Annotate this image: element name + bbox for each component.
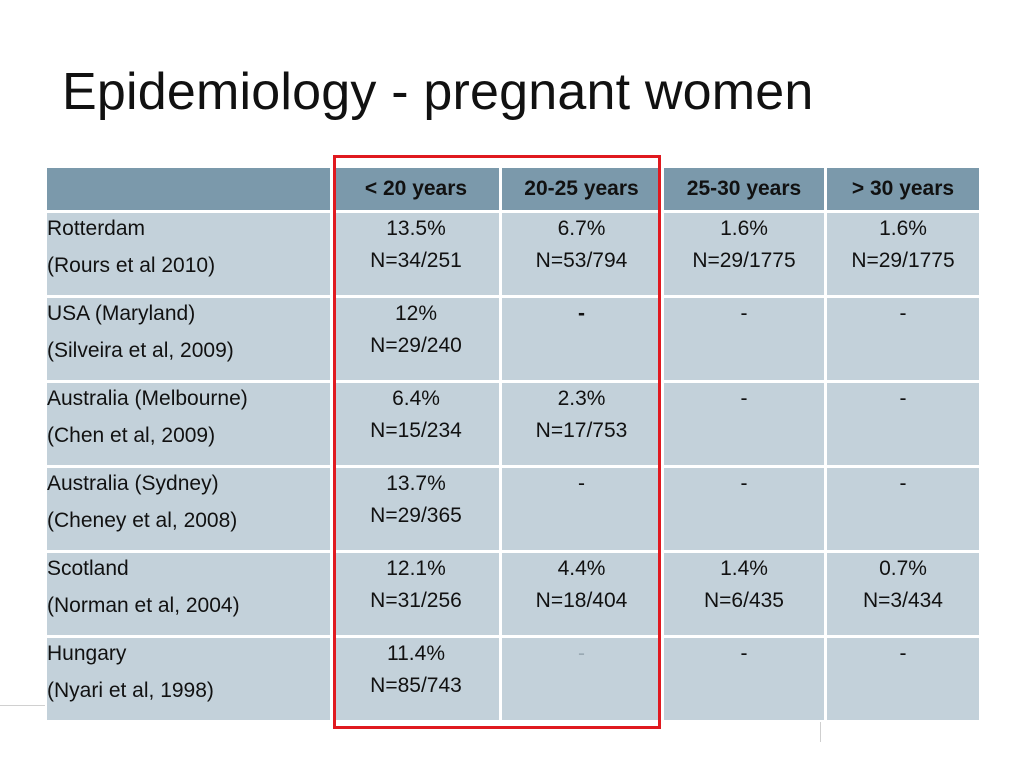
location-name: Australia (Sydney) bbox=[47, 472, 219, 495]
value-pct: - bbox=[899, 472, 907, 495]
location-name: Rotterdam bbox=[47, 217, 146, 240]
value-pct: - bbox=[740, 472, 748, 495]
value-n: N=31/256 bbox=[370, 589, 462, 612]
header-cell-over-30: > 30 years bbox=[827, 168, 979, 210]
value-pct: 12.1% bbox=[386, 557, 446, 580]
value-pct: - bbox=[578, 642, 585, 665]
value-pct: - bbox=[899, 302, 907, 325]
location-name: USA (Maryland) bbox=[47, 302, 196, 325]
value-n: N=29/365 bbox=[370, 504, 462, 527]
value-n: N=29/1775 bbox=[851, 249, 955, 272]
value-cell: 1.6% N=29/1775 bbox=[827, 213, 979, 295]
value-pct: 6.4% bbox=[392, 387, 440, 410]
location-cell: Scotland (Norman et al, 2004) bbox=[47, 553, 330, 635]
value-cell: 6.7% N=53/794 bbox=[502, 213, 661, 295]
value-pct: - bbox=[740, 642, 748, 665]
value-pct: 12% bbox=[394, 302, 438, 325]
table-row: Hungary (Nyari et al, 1998) 11.4% N=85/7… bbox=[47, 638, 979, 720]
location-cell: USA (Maryland) (Silveira et al, 2009) bbox=[47, 298, 330, 380]
value-n: N=15/234 bbox=[370, 419, 462, 442]
location-citation: (Chen et al, 2009) bbox=[47, 424, 216, 447]
slide-title: Epidemiology - pregnant women bbox=[62, 63, 814, 121]
location-cell: Australia (Sydney) (Cheney et al, 2008) bbox=[47, 468, 330, 550]
value-cell: - bbox=[502, 638, 661, 720]
value-pct: - bbox=[899, 642, 907, 665]
value-cell: 1.4% N=6/435 bbox=[664, 553, 824, 635]
header-cell-under-20: < 20 years bbox=[333, 168, 499, 210]
location-name: Hungary bbox=[47, 642, 127, 665]
value-cell: - bbox=[827, 383, 979, 465]
value-n: N=53/794 bbox=[535, 249, 628, 272]
value-cell: - bbox=[827, 638, 979, 720]
value-pct: - bbox=[578, 302, 585, 325]
table-row: Rotterdam (Rours et al 2010) 13.5% N=34/… bbox=[47, 213, 979, 295]
location-citation: (Norman et al, 2004) bbox=[47, 594, 240, 617]
value-n: N=29/240 bbox=[370, 334, 462, 357]
table-row: Australia (Melbourne) (Chen et al, 2009)… bbox=[47, 383, 979, 465]
footer-vertical-divider bbox=[820, 722, 821, 742]
value-cell: 1.6% N=29/1775 bbox=[664, 213, 824, 295]
value-cell: 0.7% N=3/434 bbox=[827, 553, 979, 635]
table-header-row: < 20 years 20-25 years 25-30 years > 30 … bbox=[47, 168, 979, 210]
value-cell: - bbox=[827, 468, 979, 550]
epidemiology-table: < 20 years 20-25 years 25-30 years > 30 … bbox=[44, 165, 982, 723]
table-row: Scotland (Norman et al, 2004) 12.1% N=31… bbox=[47, 553, 979, 635]
value-pct: - bbox=[740, 387, 748, 410]
value-pct: 4.4% bbox=[557, 557, 606, 580]
value-pct: 1.6% bbox=[879, 217, 927, 240]
location-citation: (Nyari et al, 1998) bbox=[47, 679, 214, 702]
value-cell: 6.4% N=15/234 bbox=[333, 383, 499, 465]
value-pct: - bbox=[578, 472, 585, 495]
header-cell-25-30: 25-30 years bbox=[664, 168, 824, 210]
table-row: USA (Maryland) (Silveira et al, 2009) 12… bbox=[47, 298, 979, 380]
value-cell: 2.3% N=17/753 bbox=[502, 383, 661, 465]
location-name: Scotland bbox=[47, 557, 129, 580]
value-pct: 1.4% bbox=[720, 557, 768, 580]
value-n: N=34/251 bbox=[370, 249, 462, 272]
table-row: Australia (Sydney) (Cheney et al, 2008) … bbox=[47, 468, 979, 550]
value-pct: 13.5% bbox=[386, 217, 446, 240]
value-pct: 0.7% bbox=[879, 557, 927, 580]
value-cell: - bbox=[502, 468, 661, 550]
value-pct: 1.6% bbox=[720, 217, 768, 240]
value-cell: - bbox=[827, 298, 979, 380]
location-cell: Australia (Melbourne) (Chen et al, 2009) bbox=[47, 383, 330, 465]
location-cell: Hungary (Nyari et al, 1998) bbox=[47, 638, 330, 720]
value-cell: 12.1% N=31/256 bbox=[333, 553, 499, 635]
value-n: N=17/753 bbox=[535, 419, 628, 442]
value-cell: - bbox=[664, 383, 824, 465]
value-pct: 11.4% bbox=[387, 642, 445, 665]
value-pct: 13.7% bbox=[386, 472, 446, 495]
value-cell: 13.7% N=29/365 bbox=[333, 468, 499, 550]
value-cell: - bbox=[664, 298, 824, 380]
value-pct: - bbox=[899, 387, 907, 410]
value-cell: - bbox=[664, 468, 824, 550]
location-citation: (Silveira et al, 2009) bbox=[47, 339, 234, 362]
location-cell: Rotterdam (Rours et al 2010) bbox=[47, 213, 330, 295]
value-n: N=18/404 bbox=[535, 589, 628, 612]
value-pct: - bbox=[740, 302, 748, 325]
location-citation: (Cheney et al, 2008) bbox=[47, 509, 238, 532]
value-cell: 11.4% N=85/743 bbox=[333, 638, 499, 720]
value-n: N=29/1775 bbox=[692, 249, 796, 272]
value-cell: 12% N=29/240 bbox=[333, 298, 499, 380]
value-n: N=3/434 bbox=[863, 589, 943, 612]
value-cell: - bbox=[664, 638, 824, 720]
value-pct: 2.3% bbox=[557, 387, 606, 410]
value-pct: 6.7% bbox=[557, 217, 606, 240]
value-n: N=85/743 bbox=[370, 674, 462, 697]
header-cell-20-25: 20-25 years bbox=[502, 168, 661, 210]
value-cell: 4.4% N=18/404 bbox=[502, 553, 661, 635]
location-citation: (Rours et al 2010) bbox=[47, 254, 216, 277]
value-cell: - bbox=[502, 298, 661, 380]
location-name: Australia (Melbourne) bbox=[47, 387, 248, 410]
value-n: N=6/435 bbox=[704, 589, 784, 612]
header-cell-blank bbox=[47, 168, 330, 210]
footer-divider bbox=[0, 705, 45, 706]
value-cell: 13.5% N=34/251 bbox=[333, 213, 499, 295]
